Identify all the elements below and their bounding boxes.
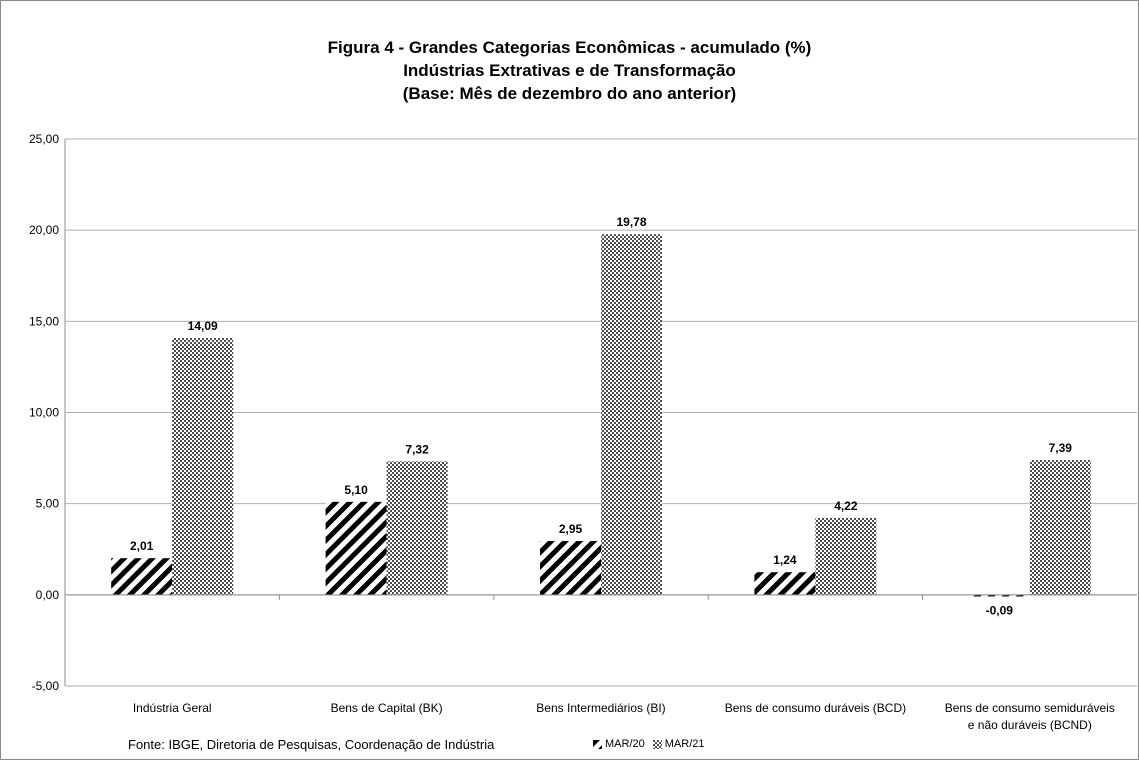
bar-mar-20 [325, 501, 387, 595]
bar-mar-21 [172, 337, 234, 595]
data-label: 19,78 [616, 215, 646, 229]
data-label: 7,39 [1049, 441, 1073, 455]
y-tick-label: 25,00 [29, 132, 59, 146]
x-tick-label: Bens de Capital (BK) [331, 701, 443, 715]
x-tick-label: Bens de consumo duráveis (BCD) [725, 701, 906, 715]
data-label: 2,95 [559, 522, 583, 536]
legend-label-series-2: MAR/21 [664, 738, 705, 750]
data-label: 1,24 [773, 553, 797, 567]
bar-mar-21 [1029, 460, 1091, 595]
data-label: -0,09 [986, 603, 1014, 617]
x-tick-label: e não duráveis (BCND) [968, 718, 1092, 732]
chart-subtitle-line1: Indústrias Extrativas e de Transformação [403, 61, 736, 80]
bar-mar-21 [386, 461, 448, 595]
x-tick-label: Indústria Geral [133, 701, 212, 715]
data-label: 2,01 [130, 539, 154, 553]
y-tick-label: 20,00 [29, 223, 59, 237]
y-tick-label: 15,00 [29, 314, 59, 328]
bar-mar-21 [815, 517, 877, 595]
legend-item-series-1: MAR/20 [593, 738, 645, 750]
y-tick-label: 10,00 [29, 406, 59, 420]
y-tick-label: 0,00 [36, 588, 60, 602]
bar-mar-20 [754, 572, 816, 595]
chart-title: Figura 4 - Grandes Categorias Econômicas… [327, 38, 812, 57]
legend-item-series-2: MAR/21 [652, 738, 705, 750]
chart-subtitle-line2: (Base: Mês de dezembro do ano anterior) [402, 84, 737, 103]
legend-swatch-series-2 [652, 739, 662, 749]
bar-mar-20 [968, 594, 1030, 597]
x-tick-label: Bens de consumo semiduráveis [945, 701, 1115, 715]
chart-legend: MAR/20 MAR/21 [593, 738, 713, 750]
data-label: 4,22 [834, 499, 858, 513]
bar-mar-20 [540, 541, 601, 595]
bar-mar-21 [601, 234, 662, 595]
bar-mar-20 [111, 558, 173, 595]
x-tick-label: Bens Intermediários (BI) [536, 701, 665, 715]
legend-label-series-1: MAR/20 [605, 738, 645, 750]
y-tick-label: 5,00 [36, 497, 60, 511]
data-label: 5,10 [344, 483, 368, 497]
data-label: 7,32 [405, 442, 429, 456]
legend-swatch-series-1 [593, 739, 602, 749]
source-note: Fonte: IBGE, Diretoria de Pesquisas, Coo… [128, 737, 495, 752]
data-label: 14,09 [188, 319, 218, 333]
y-tick-label: -5,00 [32, 679, 60, 693]
